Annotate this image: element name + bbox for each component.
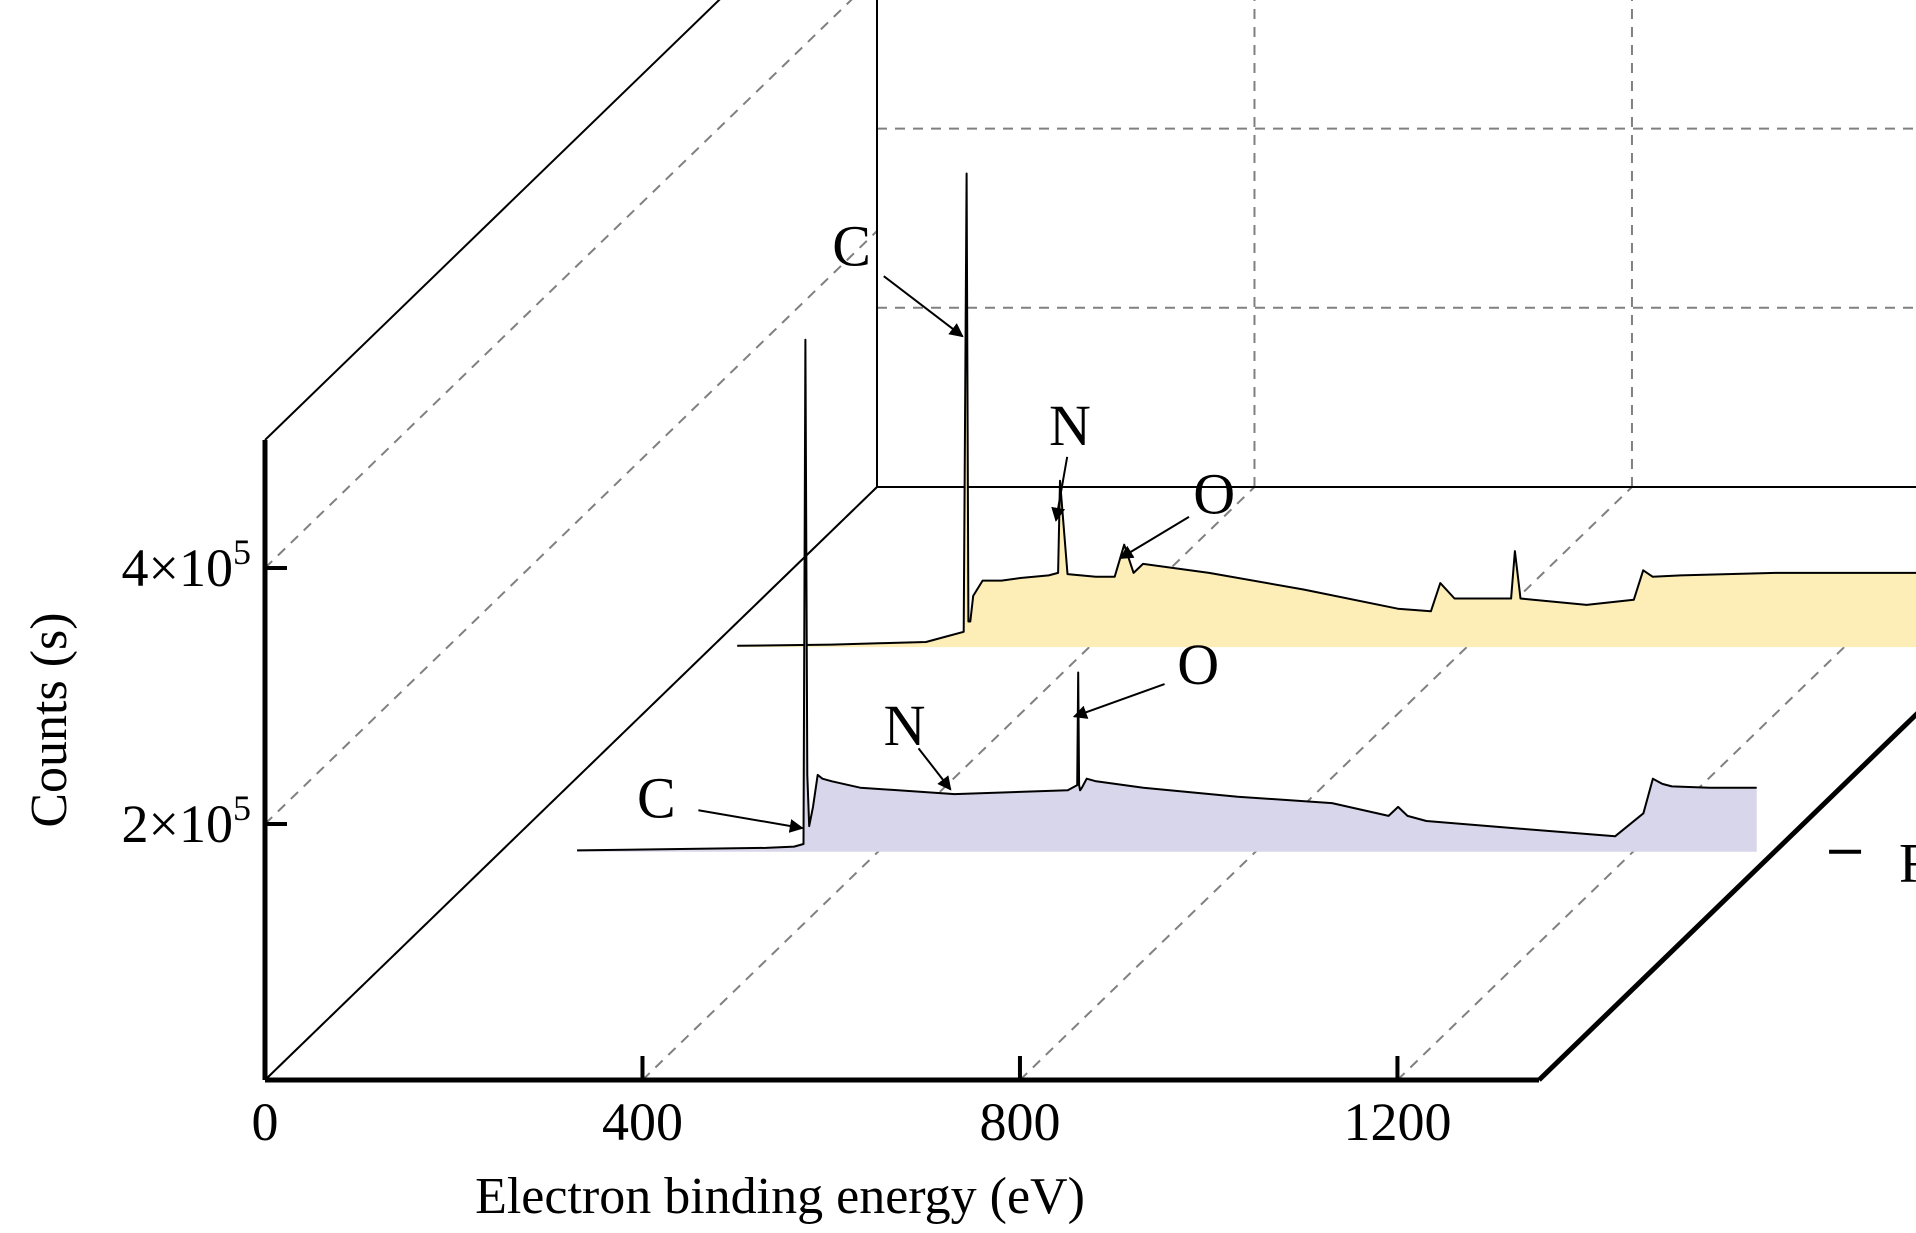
series-label-rc: RC xyxy=(1899,833,1916,895)
series-rc xyxy=(577,338,1757,852)
annotation-label: C xyxy=(832,214,871,279)
z-axis-line xyxy=(1537,711,1916,1082)
annotation-bc-n: N xyxy=(1049,393,1091,522)
y-tick-label-0: 2×105 xyxy=(122,788,251,854)
series-bc xyxy=(737,172,1916,648)
series-line-bc xyxy=(737,172,1916,647)
annotation-bc-o: O xyxy=(1118,461,1235,560)
annotation-arrow xyxy=(1051,456,1069,522)
x-tick-label-3: 1200 xyxy=(1343,1092,1451,1152)
axes-frame xyxy=(264,0,1916,1081)
grid-side-diag-1 xyxy=(264,0,853,569)
annotation-arrow xyxy=(1072,683,1165,719)
peak-annotations: C N O C N O xyxy=(637,214,1235,833)
x-tick-label-2: 800 xyxy=(979,1092,1060,1152)
grid-lines xyxy=(264,0,1916,1081)
x-tick-label-1: 400 xyxy=(602,1092,683,1152)
y-tick-label-1: 4×105 xyxy=(122,532,251,598)
frame-floor-left-diag xyxy=(264,486,878,1081)
y-axis-title: Counts (s) xyxy=(21,612,78,827)
y-tick-mantissa: 2×10 xyxy=(122,794,233,854)
annotation-rc-n: N xyxy=(884,693,952,791)
series-fill-bc xyxy=(737,173,1916,648)
annotation-arrow xyxy=(917,747,952,791)
annotation-rc-o: O xyxy=(1072,632,1219,719)
annotation-arrow xyxy=(698,809,804,833)
series-traces xyxy=(577,172,1916,852)
grid-side-diag-0 xyxy=(264,230,878,825)
annotation-label: O xyxy=(1193,461,1235,526)
annotation-label: C xyxy=(637,765,676,830)
annotation-label: N xyxy=(884,693,926,758)
annotation-rc-c: C xyxy=(637,765,804,833)
annotation-label: O xyxy=(1177,632,1219,697)
x-axis-title: Electron binding energy (eV) xyxy=(475,1168,1085,1225)
annotation-label: N xyxy=(1049,393,1091,458)
x-tick-label-0: 0 xyxy=(252,1092,279,1152)
annotation-arrow xyxy=(1118,516,1190,560)
y-tick-exponent: 5 xyxy=(233,532,251,572)
grid-floor-diag-2 xyxy=(1019,486,1633,1081)
frame-top-left-diag xyxy=(264,0,721,441)
annotation-arrow xyxy=(883,275,964,338)
annotation-bc-c: C xyxy=(832,214,964,338)
series-line-rc xyxy=(577,338,1757,852)
y-tick-exponent: 5 xyxy=(233,788,251,828)
y-tick-mantissa: 4×10 xyxy=(122,538,233,598)
